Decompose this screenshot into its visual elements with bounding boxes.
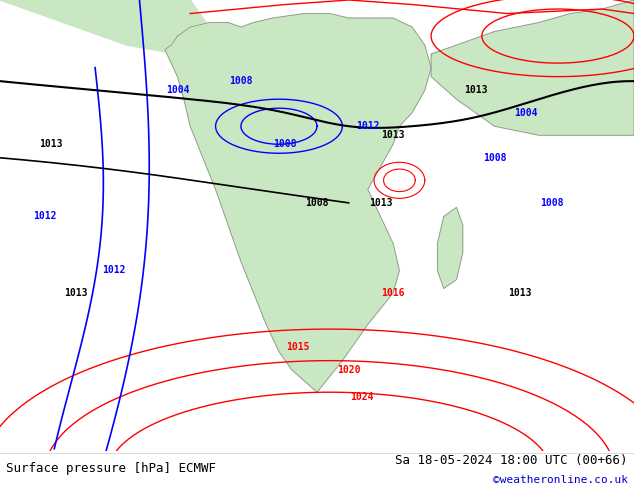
Text: 1008: 1008	[305, 198, 329, 208]
Text: 1004: 1004	[165, 85, 190, 95]
Text: Sa 18-05-2024 18:00 UTC (00+66): Sa 18-05-2024 18:00 UTC (00+66)	[395, 454, 628, 467]
Text: 1012: 1012	[32, 211, 56, 221]
Text: ©weatheronline.co.uk: ©weatheronline.co.uk	[493, 475, 628, 485]
Polygon shape	[431, 0, 634, 135]
Text: 1012: 1012	[102, 266, 126, 275]
Text: Surface pressure [hPa] ECMWF: Surface pressure [hPa] ECMWF	[6, 462, 216, 475]
Text: 1012: 1012	[356, 121, 380, 131]
Text: 1013: 1013	[368, 198, 392, 208]
Text: 1008: 1008	[229, 76, 253, 86]
Polygon shape	[437, 207, 463, 289]
Text: 1016: 1016	[381, 288, 405, 298]
Text: 1015: 1015	[286, 342, 310, 352]
Text: 1004: 1004	[514, 108, 538, 118]
Text: 1008: 1008	[540, 198, 564, 208]
Text: 1024: 1024	[349, 392, 373, 402]
Text: 1013: 1013	[64, 288, 88, 298]
Text: 1008: 1008	[482, 153, 507, 163]
Polygon shape	[165, 14, 431, 392]
Text: 1013: 1013	[463, 85, 488, 95]
Text: 1013: 1013	[508, 288, 532, 298]
Text: 1013: 1013	[381, 130, 405, 140]
Text: 1020: 1020	[337, 365, 361, 375]
Polygon shape	[0, 0, 222, 54]
Text: 1013: 1013	[39, 139, 63, 149]
Text: 1008: 1008	[273, 139, 297, 149]
